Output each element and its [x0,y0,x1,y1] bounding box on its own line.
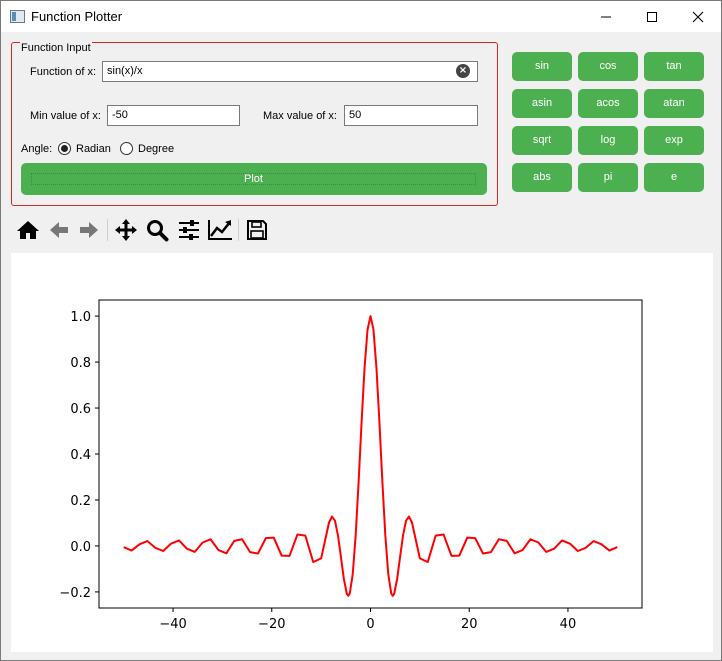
e-button[interactable]: e [644,163,704,192]
back-arrow-icon[interactable] [46,217,72,243]
acos-button[interactable]: acos [578,89,638,118]
axes-frame [98,299,643,609]
x-tick-label: 40 [560,617,577,632]
plot-canvas[interactable]: −40 −20 0 20 40 −0.2 0.0 0.2 0.4 0.6 0.8 1.0 [11,253,713,652]
x-tick-label: −20 [258,617,285,632]
asin-button[interactable]: asin [512,89,572,118]
minimize-button[interactable] [583,1,629,32]
subplots-config-icon[interactable] [176,217,202,243]
abs-button[interactable]: abs [512,163,572,192]
pan-icon[interactable] [113,217,139,243]
exp-button[interactable]: exp [644,126,704,155]
close-button[interactable] [675,1,721,32]
min-label: Min value of x: [30,110,101,122]
x-tick-label: −40 [159,617,186,632]
zoom-icon[interactable] [144,217,170,243]
cos-button[interactable]: cos [578,52,638,81]
y-tick-label: 0.8 [70,356,91,371]
y-tick-label: −0.2 [59,586,91,601]
minimize-icon [601,16,611,17]
degree-radio[interactable] [120,142,133,155]
forward-arrow-icon[interactable] [76,217,102,243]
close-icon [692,11,704,22]
plot-button[interactable]: Plot [21,163,487,195]
sqrt-button[interactable]: sqrt [512,126,572,155]
pi-button[interactable]: pi [578,163,638,192]
clear-icon[interactable]: × [456,64,470,78]
radian-label[interactable]: Radian [76,143,111,155]
y-tick-label: 0.6 [70,402,91,417]
log-button[interactable]: log [578,126,638,155]
title-bar[interactable]: Function Plotter [1,1,721,32]
angle-label: Angle: [21,143,53,155]
function-label: Function of x: [30,66,97,78]
tan-button[interactable]: tan [644,52,704,81]
home-icon[interactable] [15,217,41,243]
max-label: Max value of x: [263,110,337,122]
axes-edit-icon[interactable] [207,217,233,243]
x-tick-label: 0 [366,617,374,632]
y-tick-label: 0.4 [70,448,91,463]
y-tick-label: 0.2 [70,494,91,509]
function-input[interactable]: sin(x)/x [102,61,478,82]
sin-button[interactable]: sin [512,52,572,81]
toolbar-separator [238,219,239,241]
plot-figure: −40 −20 0 20 40 −0.2 0.0 0.2 0.4 0.6 0.8 1.0 [59,299,643,632]
function-input-group: Function Input [11,42,498,206]
plot-button-label: Plot [31,173,476,185]
save-icon[interactable] [244,217,270,243]
degree-label[interactable]: Degree [138,143,175,155]
toolbar-separator [107,219,108,241]
min-input[interactable]: -50 [107,105,240,126]
max-input[interactable]: 50 [344,105,478,126]
group-title: Function Input [20,42,92,54]
app-icon [10,10,25,23]
maximize-button[interactable] [629,1,675,32]
radian-radio[interactable] [58,142,71,155]
y-tick-label: 1.0 [70,310,91,325]
y-tick-label: 0.0 [70,540,91,555]
x-tick-label: 20 [461,617,478,632]
atan-button[interactable]: atan [644,89,704,118]
window-title: Function Plotter [31,9,123,24]
maximize-icon [647,11,657,22]
series-line-0 [123,315,618,597]
